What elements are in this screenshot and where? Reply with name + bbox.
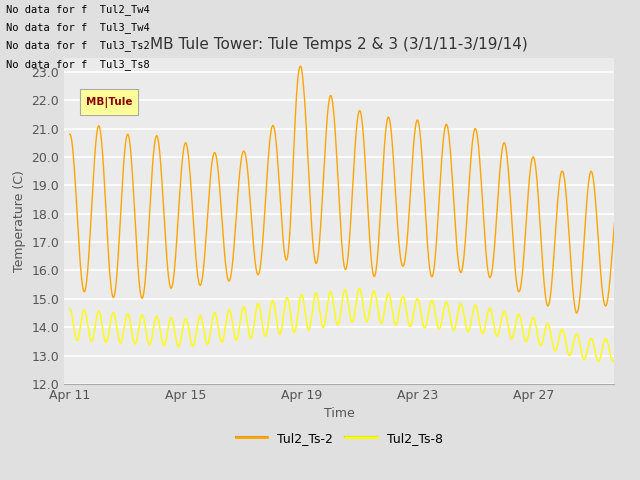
Text: No data for f  Tul3_Tw4: No data for f Tul3_Tw4 <box>6 22 150 33</box>
Text: No data for f  Tul3_Ts8: No data for f Tul3_Ts8 <box>6 59 150 70</box>
Title: MB Tule Tower: Tule Temps 2 & 3 (3/1/11-3/19/14): MB Tule Tower: Tule Temps 2 & 3 (3/1/11-… <box>150 37 528 52</box>
Text: No data for f  Tul3_Ts2: No data for f Tul3_Ts2 <box>6 40 150 51</box>
Text: MB|Tule: MB|Tule <box>86 96 132 108</box>
Legend: Tul2_Ts-2, Tul2_Ts-8: Tul2_Ts-2, Tul2_Ts-8 <box>231 427 447 450</box>
Text: No data for f  Tul2_Tw4: No data for f Tul2_Tw4 <box>6 4 150 15</box>
X-axis label: Time: Time <box>324 408 355 420</box>
Y-axis label: Temperature (C): Temperature (C) <box>13 170 26 272</box>
